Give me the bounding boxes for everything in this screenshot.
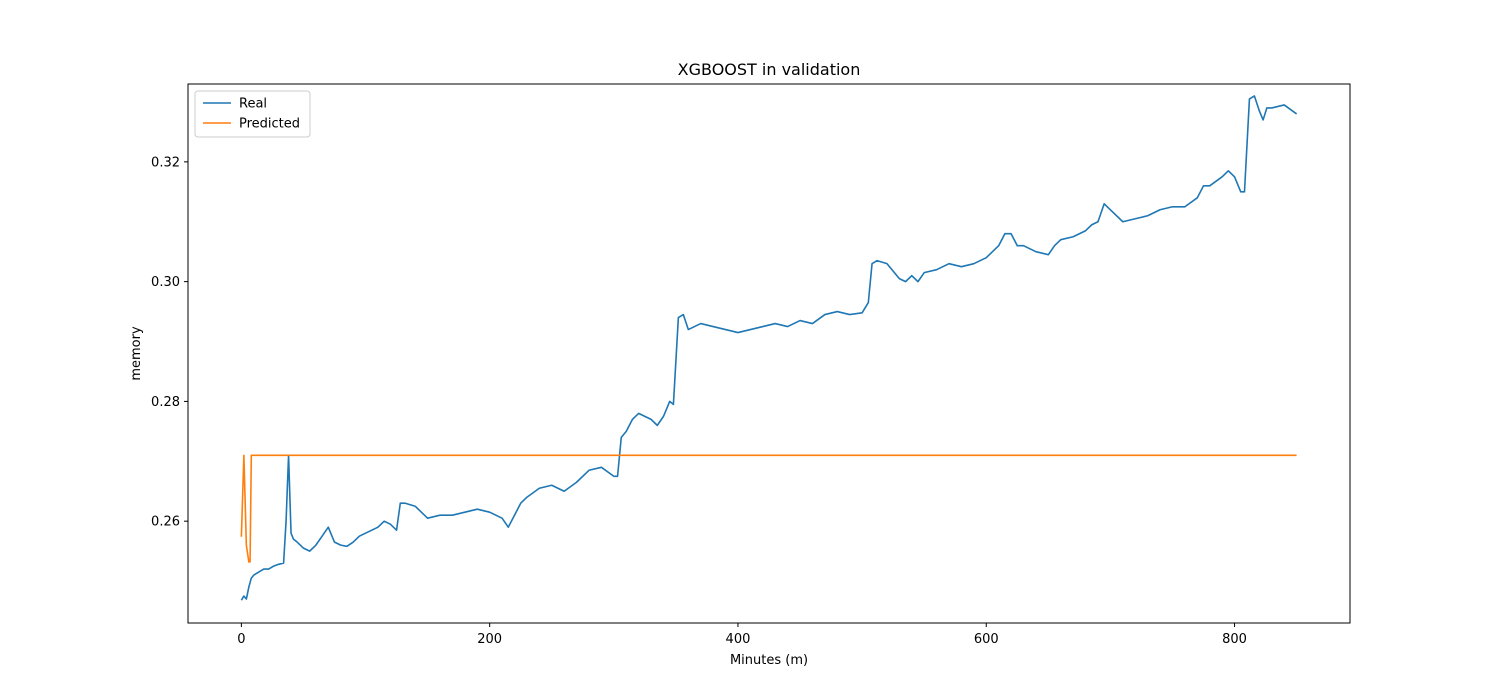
x-tick-label: 800 [1222, 632, 1247, 647]
y-axis-label: memory [129, 326, 144, 381]
series-layer [240, 95, 1298, 601]
y-tick-label: 0.26 [151, 515, 180, 530]
legend-label-real: Real [239, 97, 267, 112]
x-tick-label: 0 [237, 632, 245, 647]
y-tick-label: 0.30 [151, 275, 180, 290]
series-line-predicted [240, 454, 1297, 563]
series-line-real [240, 95, 1298, 601]
plot-frame [187, 83, 1351, 624]
y-tick-label: 0.28 [151, 395, 180, 410]
legend-label-predicted: Predicted [239, 117, 300, 132]
chart-title: XGBOOST in validation [678, 60, 861, 79]
x-tick-label: 600 [974, 632, 999, 647]
x-tick-label: 400 [726, 632, 751, 647]
legend: Real Predicted [194, 90, 311, 138]
x-tick-label: 200 [477, 632, 502, 647]
x-axis-label: Minutes (m) [730, 653, 808, 668]
y-tick-label: 0.32 [151, 155, 180, 170]
axis-ticks: 0 200 400 600 800 0.26 0.28 0.30 0.32 [151, 155, 1247, 647]
